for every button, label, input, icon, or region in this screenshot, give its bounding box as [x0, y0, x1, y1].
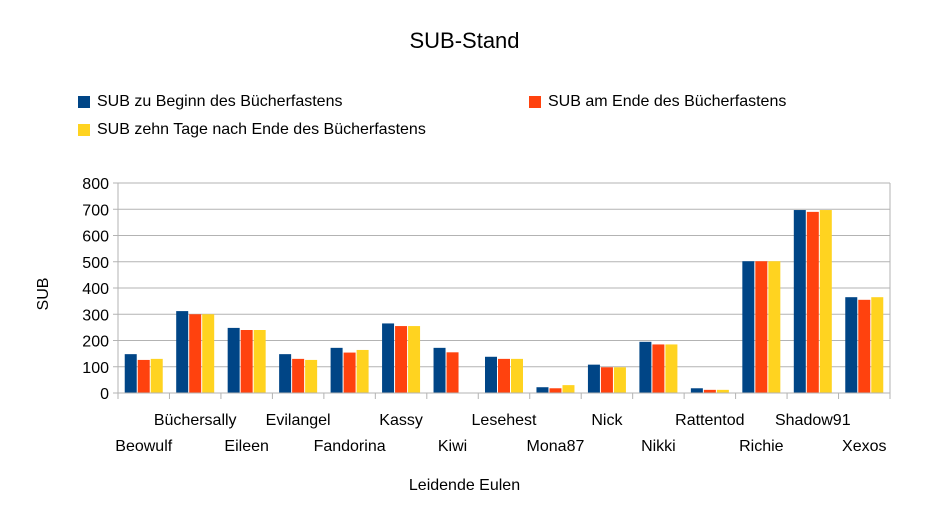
bar-s1-beowulf: [124, 354, 137, 393]
bar-s3-rattentod: [716, 389, 729, 393]
bar-s2-büchersally: [189, 314, 202, 393]
legend-swatch-zehn-tage: [78, 124, 90, 136]
x-tick-label-mona87: Mona87: [527, 438, 585, 455]
y-axis-title: SUB: [35, 277, 52, 311]
bar-s2-shadow91: [806, 211, 819, 393]
bar-s1-fandorina: [330, 347, 343, 393]
bar-s3-büchersally: [202, 314, 215, 393]
bar-s2-richie: [755, 261, 768, 393]
bar-s1-evilangel: [279, 354, 292, 393]
x-tick-label-rattentod: Rattentod: [675, 412, 744, 429]
x-tick-label-xexos: Xexos: [842, 438, 886, 455]
y-tick-label-300: 300: [82, 307, 109, 324]
bar-s1-büchersally: [176, 311, 189, 393]
x-tick-label-lesehest: Lesehest: [472, 412, 537, 429]
bar-s3-mona87: [562, 385, 575, 393]
legend-label-zehn-tage: SUB zehn Tage nach Ende des Bücherfasten…: [97, 121, 426, 138]
bar-s1-mona87: [536, 387, 549, 393]
bar-s1-eileen: [227, 327, 240, 393]
bar-s1-lesehest: [485, 356, 497, 393]
x-tick-label-fandorina: Fandorina: [314, 438, 386, 455]
bar-s2-rattentod: [703, 389, 716, 393]
x-tick-label-evilangel: Evilangel: [266, 412, 331, 429]
x-tick-label-kassy: Kassy: [379, 412, 423, 429]
y-tick-label-100: 100: [82, 360, 109, 377]
bar-s2-kiwi: [446, 352, 459, 393]
bar-s3-lesehest: [511, 358, 523, 393]
bar-s1-kassy: [382, 323, 395, 393]
bar-s3-richie: [768, 261, 781, 393]
bar-s2-nick: [600, 367, 613, 393]
bar-s1-nick: [587, 364, 600, 393]
bar-s2-beowulf: [137, 359, 150, 393]
bar-s1-rattentod: [690, 388, 703, 393]
bar-s3-evilangel: [305, 359, 318, 393]
chart-title: SUB-Stand: [409, 28, 520, 53]
x-tick-label-shadow91: Shadow91: [775, 412, 851, 429]
bar-s2-fandorina: [343, 352, 356, 393]
y-tick-label-400: 400: [82, 281, 109, 298]
bar-s3-xexos: [871, 297, 884, 393]
legend-item-zehn-tage: SUB zehn Tage nach Ende des Bücherfasten…: [78, 121, 426, 139]
y-tick-label-600: 600: [82, 229, 109, 246]
x-tick-label-beowulf: Beowulf: [115, 438, 172, 455]
bar-s3-shadow91: [819, 210, 832, 393]
legend-label-beginn: SUB zu Beginn des Bücherfastens: [97, 93, 343, 110]
bar-s1-xexos: [845, 297, 858, 393]
x-tick-label-kiwi: Kiwi: [438, 438, 467, 455]
bar-s1-kiwi: [433, 347, 446, 393]
y-tick-label-200: 200: [82, 334, 109, 351]
bar-s1-shadow91: [793, 210, 806, 393]
bar-s2-eileen: [240, 330, 253, 393]
bar-s3-nikki: [665, 344, 678, 393]
x-tick-label-eileen: Eileen: [224, 438, 268, 455]
y-tick-label-0: 0: [100, 386, 109, 403]
bar-s2-kassy: [395, 326, 408, 393]
legend-swatch-beginn: [78, 96, 90, 108]
bar-s3-nick: [613, 367, 626, 393]
x-axis-title: Leidende Eulen: [408, 477, 521, 494]
bar-s2-evilangel: [292, 358, 305, 393]
bar-s3-beowulf: [150, 358, 163, 393]
bar-s3-eileen: [253, 330, 266, 393]
bar-s2-mona87: [549, 388, 562, 393]
legend-label-ende: SUB am Ende des Bücherfastens: [548, 93, 787, 110]
bar-s1-richie: [742, 261, 755, 393]
y-tick-label-500: 500: [82, 255, 109, 272]
x-tick-label-nikki: Nikki: [641, 438, 676, 455]
bar-s2-lesehest: [498, 358, 510, 393]
legend-swatch-ende: [529, 96, 541, 108]
x-tick-label-nick: Nick: [591, 412, 623, 429]
y-tick-label-800: 800: [82, 176, 109, 193]
x-tick-label-büchersally: Büchersally: [154, 412, 237, 429]
bar-s1-nikki: [639, 341, 652, 393]
bar-s3-kassy: [408, 326, 421, 393]
y-tick-label-700: 700: [82, 202, 109, 219]
bar-s2-nikki: [652, 344, 665, 393]
legend-item-beginn: SUB zu Beginn des Bücherfastens: [78, 93, 342, 111]
legend-item-ende: SUB am Ende des Bücherfastens: [529, 93, 786, 111]
bar-s3-fandorina: [356, 349, 369, 393]
bar-s2-xexos: [858, 299, 871, 393]
x-tick-label-richie: Richie: [739, 438, 784, 455]
